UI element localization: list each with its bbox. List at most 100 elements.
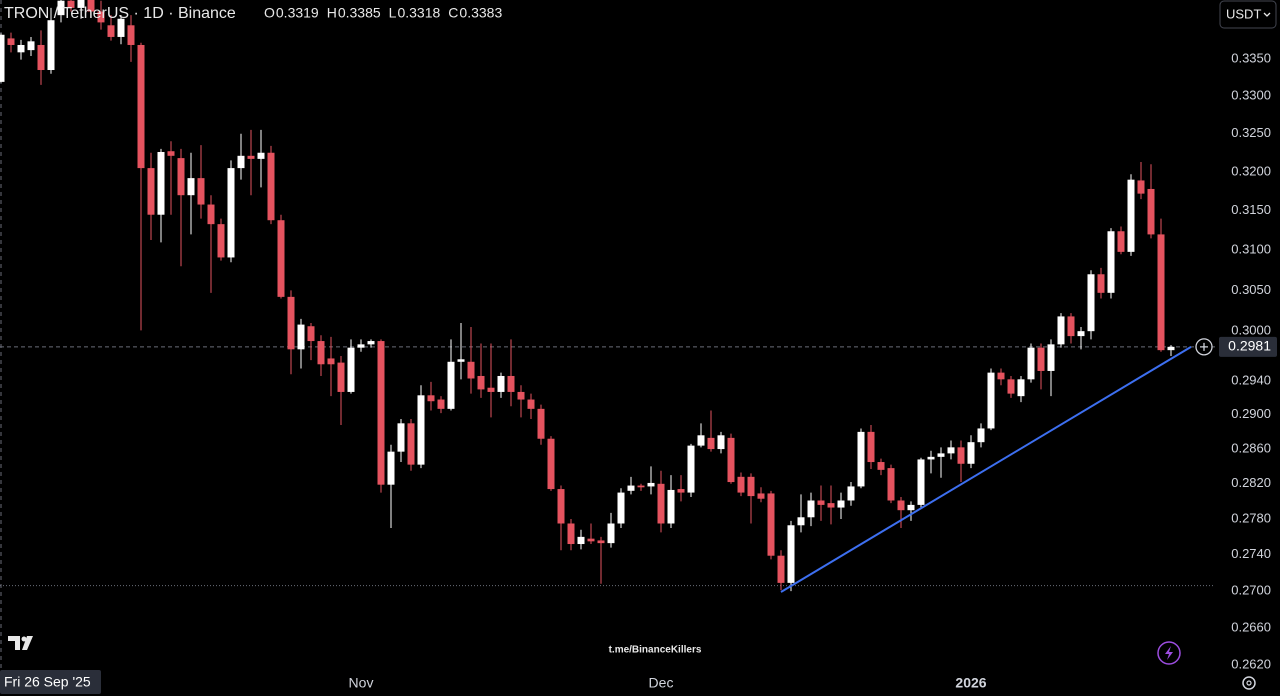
candle-body xyxy=(257,152,265,159)
y-tick-label: 0.2620 xyxy=(1231,657,1271,672)
candle-body xyxy=(87,0,95,12)
x-tick-label: Nov xyxy=(349,675,374,691)
candle-body xyxy=(1087,274,1095,332)
watermark: t.me/BinanceKillers xyxy=(609,645,702,656)
y-tick-label: 0.3300 xyxy=(1231,87,1271,102)
candle-body xyxy=(97,11,105,23)
candle-body xyxy=(797,517,805,526)
candle-body xyxy=(967,442,975,464)
y-tick-label: 0.2740 xyxy=(1231,546,1271,561)
candle-body xyxy=(437,399,445,409)
candle-body xyxy=(457,359,465,362)
candle-body xyxy=(327,358,335,365)
ohlc-key: L xyxy=(389,5,397,21)
candle-body xyxy=(517,391,525,400)
candle-body xyxy=(1007,379,1015,394)
candle-body xyxy=(37,44,45,71)
add-alert-button[interactable] xyxy=(1195,338,1213,356)
candle-body xyxy=(917,459,925,505)
y-tick-label: 0.3150 xyxy=(1231,202,1271,217)
candle-body xyxy=(987,372,995,429)
candle-body xyxy=(557,489,565,524)
candle-body xyxy=(877,462,885,470)
ohlc-key: O xyxy=(264,5,275,21)
candle-body xyxy=(657,483,665,524)
y-tick-label: 0.3000 xyxy=(1231,323,1271,338)
candle-body xyxy=(857,431,865,487)
candle-body xyxy=(1027,347,1035,380)
candle-body xyxy=(147,168,155,215)
candle-body xyxy=(477,375,485,390)
candle-body xyxy=(1047,344,1055,371)
candle-body xyxy=(287,296,295,350)
candle-body xyxy=(107,25,115,37)
x-tick-label: Dec xyxy=(649,675,674,691)
candle-body xyxy=(297,324,305,350)
dropdown-arrow xyxy=(1263,12,1271,17)
candle-body xyxy=(887,468,895,501)
candle-body xyxy=(367,341,375,345)
y-tick-label: 0.2860 xyxy=(1231,441,1271,456)
logo xyxy=(8,636,33,650)
y-tick-label: 0.2900 xyxy=(1231,406,1271,421)
ohlc-value: 0.3385 xyxy=(338,5,381,21)
candle-body xyxy=(837,500,845,508)
candle-body xyxy=(817,500,825,505)
candle-body xyxy=(337,362,345,392)
y-tick-label: 0.3350 xyxy=(1231,50,1271,65)
ohlc-legend: O 0.3319 H 0.3385 L 0.3318 C 0.3383 xyxy=(264,5,502,21)
candle-body xyxy=(1157,234,1165,351)
candle-body xyxy=(207,204,215,225)
alerts-button[interactable] xyxy=(1157,641,1181,665)
candle-body xyxy=(7,38,15,45)
candle-body xyxy=(427,395,435,402)
candle-body xyxy=(267,152,275,221)
candle-body xyxy=(197,178,205,205)
price-label: 0.2981 xyxy=(1228,338,1271,354)
candle-body xyxy=(227,168,235,258)
candle-body xyxy=(847,486,855,501)
candle-body xyxy=(807,500,815,518)
candle-body xyxy=(407,423,415,465)
settings-button[interactable] xyxy=(1242,676,1256,690)
candle-body xyxy=(567,523,575,545)
ohlc-key: H xyxy=(327,5,337,21)
candle-body xyxy=(277,220,285,297)
candle-body xyxy=(757,493,765,499)
ohlc-value: 0.3383 xyxy=(459,5,502,21)
x-tick-label: 2026 xyxy=(955,675,986,691)
plus-icon xyxy=(1200,342,1208,351)
candle-body xyxy=(1057,316,1065,345)
candle-body xyxy=(1037,347,1045,371)
candle-body xyxy=(527,399,535,409)
candle-body xyxy=(17,44,25,53)
y-tick-label: 0.3250 xyxy=(1231,125,1271,140)
candle-body xyxy=(637,485,645,488)
candle-body xyxy=(957,447,965,464)
candle-body xyxy=(667,489,675,524)
candle-body xyxy=(387,451,395,485)
candle-body xyxy=(497,375,505,392)
candle-body xyxy=(507,375,515,392)
candle-body xyxy=(127,25,135,45)
candle-body xyxy=(777,555,785,583)
candle-body xyxy=(597,540,605,544)
y-tick-label: 0.3050 xyxy=(1231,282,1271,297)
candle-body xyxy=(47,20,55,71)
candle-body xyxy=(907,504,915,511)
ohlc-key: C xyxy=(448,5,458,21)
crosshair-date-box xyxy=(0,670,101,694)
candle-body xyxy=(157,151,165,215)
currency-label[interactable]: USDT xyxy=(1226,6,1261,21)
candle-body xyxy=(647,482,655,487)
candle-body xyxy=(867,431,875,463)
candle-body xyxy=(627,485,635,491)
currency-button[interactable] xyxy=(1219,0,1277,29)
candle-body xyxy=(827,503,835,508)
candle-body xyxy=(1067,316,1075,337)
candle-body xyxy=(27,41,35,51)
candle-body xyxy=(577,536,585,545)
